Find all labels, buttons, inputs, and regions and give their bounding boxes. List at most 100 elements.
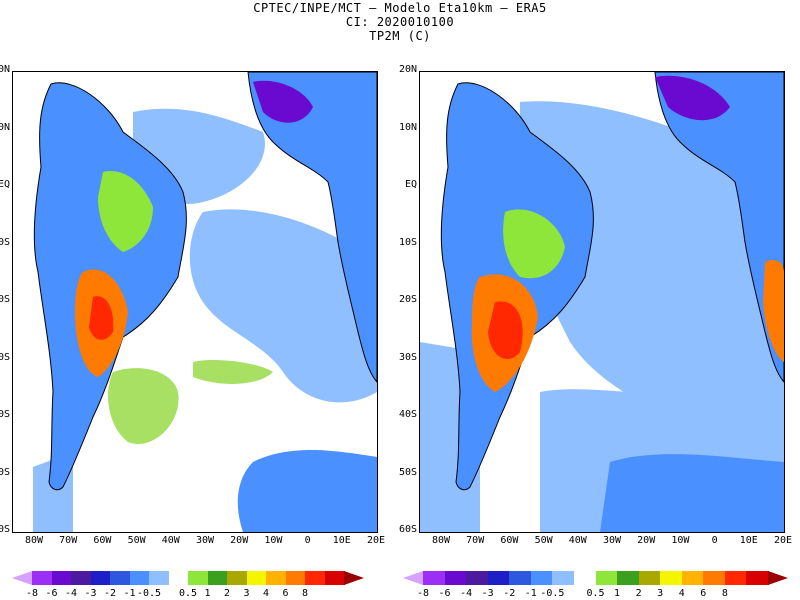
colorbar-cell — [129, 571, 150, 585]
lon-label: 30W — [195, 535, 215, 546]
lon-label: 10E — [332, 535, 351, 546]
lon-label: 60W — [93, 535, 112, 546]
lon-label: 10E — [739, 535, 758, 546]
colorbar-tick: 2 — [223, 588, 231, 599]
colorbar-cell — [324, 571, 345, 585]
title-line-1: CPTEC/INPE/MCT – Modelo Eta10km – ERA5 — [253, 1, 547, 15]
lat-label: 50S — [398, 466, 417, 478]
africa-landmass — [247, 72, 377, 383]
colorbar-cell — [305, 571, 325, 585]
title-line-3: TP2M (C) — [369, 29, 431, 43]
colorbar-tick: 1 — [614, 588, 621, 599]
colorbar-cell — [188, 571, 208, 585]
colorbar-tick: -1 — [524, 588, 537, 599]
lat-label: 20N — [398, 64, 417, 75]
lat-label: 10S — [0, 236, 10, 248]
left-colorbar — [12, 571, 364, 585]
colorbar-tick: -8 — [25, 588, 39, 599]
lat-label: EQ — [404, 179, 417, 190]
lat-label: EQ — [0, 179, 10, 190]
warm-anomaly-patch — [98, 171, 153, 252]
colorbar-cell — [573, 571, 596, 585]
lon-label: 70W — [59, 535, 78, 546]
left-map-canvas — [33, 72, 377, 532]
colorbar-cell — [681, 571, 704, 585]
lat-label: 60S — [398, 524, 417, 535]
lon-label: 20W — [230, 535, 249, 546]
ocean-south-patch — [237, 450, 377, 532]
colorbar-end-high — [768, 571, 788, 585]
colorbar-cell — [617, 571, 640, 585]
colorbar-cell — [444, 571, 467, 585]
colorbar-tick: -2 — [103, 588, 117, 599]
colorbar-cell — [51, 571, 72, 585]
lon-label: 10W — [671, 535, 690, 546]
colorbar-tick: -6 — [438, 588, 451, 599]
colorbar-cell — [509, 571, 532, 585]
lat-label: 20S — [398, 294, 417, 305]
lon-label: 50W — [534, 535, 553, 546]
lon-label: 10W — [264, 535, 283, 546]
lon-label: 20E — [773, 535, 793, 546]
warm-anomaly-core — [89, 296, 114, 340]
colorbar-cell — [595, 571, 618, 585]
colorbar-end-low — [12, 571, 32, 585]
colorbar-tick: -8 — [416, 588, 430, 599]
colorbar-cell — [423, 571, 446, 585]
colorbar-tick: 3 — [657, 588, 664, 599]
lon-label: 70W — [466, 535, 485, 546]
lat-label: 10S — [398, 236, 417, 248]
ocean-south-patch — [600, 454, 784, 532]
colorbar-cell — [246, 571, 267, 585]
lon-label: 20E — [366, 535, 386, 546]
colorbar-tick: 2 — [635, 588, 642, 599]
ocean-warm-patch — [108, 368, 179, 444]
colorbar-cell — [703, 571, 726, 585]
africa-landmass — [654, 72, 784, 383]
colorbar-cell — [168, 571, 189, 585]
colorbar-tick: -6 — [45, 588, 58, 599]
lat-label: 30S — [0, 351, 10, 363]
colorbar-cell — [266, 571, 286, 585]
lon-label: 80W — [431, 535, 451, 546]
colorbar-cell — [110, 571, 130, 585]
lon-label: 40W — [161, 535, 180, 546]
colorbar-tick: 6 — [282, 588, 289, 599]
colorbar-tick: -0.5 — [540, 588, 565, 599]
lat-label: 40S — [398, 409, 417, 420]
colorbar-cell — [530, 571, 553, 585]
lat-label: 10N — [398, 121, 417, 133]
cold-anomaly-patch — [253, 80, 313, 123]
lon-label: 50W — [127, 535, 146, 546]
colorbar-cell — [552, 571, 575, 585]
colorbar-cell — [227, 571, 247, 585]
lon-label: 0 — [304, 535, 311, 546]
lon-label: 60W — [500, 535, 519, 546]
colorbar-cell — [207, 571, 228, 585]
colorbar-tick: 4 — [262, 588, 270, 599]
colorbar-tick: -0.5 — [136, 588, 162, 599]
title-line-2: CI: 2020010100 — [345, 15, 455, 29]
lat-label: 40S — [0, 409, 10, 420]
colorbar-cell — [724, 571, 747, 585]
colorbar-cell — [90, 571, 111, 585]
colorbar-tick: 4 — [678, 588, 685, 599]
colorbar-cell — [487, 571, 510, 585]
colorbar-tick: -3 — [481, 588, 494, 599]
colorbar-tick: -4 — [460, 588, 473, 599]
colorbar-cell — [746, 571, 769, 585]
colorbar-tick: 0.5 — [586, 588, 605, 599]
lat-label: 20S — [0, 294, 10, 305]
warm-anomaly-patch — [763, 260, 784, 362]
lat-label: 50S — [0, 466, 10, 478]
colorbar-end-low — [403, 571, 423, 585]
lon-label: 40W — [568, 535, 587, 546]
warm-anomaly-core — [488, 301, 523, 360]
lat-label: 30S — [398, 351, 417, 363]
cold-anomaly-patch — [655, 75, 730, 121]
colorbar-tick: 8 — [721, 588, 728, 599]
right-map-panel — [419, 71, 785, 533]
lat-label: 60S — [0, 524, 10, 535]
colorbar-tick: -4 — [64, 588, 78, 599]
colorbar-tick: 3 — [243, 588, 250, 599]
